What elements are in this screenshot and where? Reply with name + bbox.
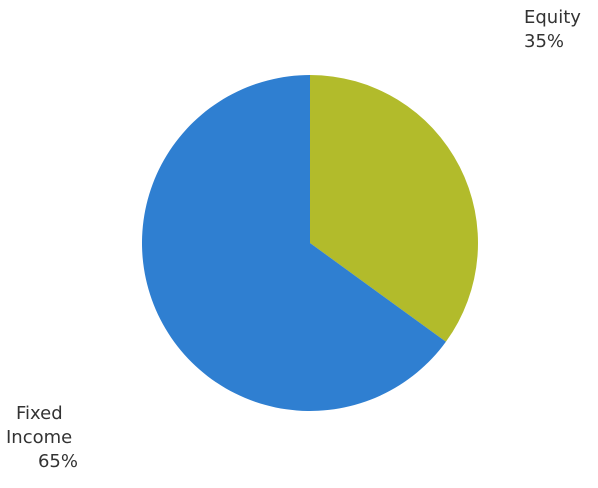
equity-label-name: Equity (524, 7, 581, 28)
fixed-income-label-line-2: Income (6, 427, 73, 448)
pie-slices (141, 74, 478, 411)
fixed-income-label-percent: 65% (37, 451, 78, 472)
fixed-income-label: Fixed Income 65% (6, 402, 98, 474)
equity-label-percent: 35% (524, 31, 565, 52)
pie-slice-equity (310, 75, 478, 342)
pie-slice-fixed-income (141, 74, 446, 411)
fixed-income-label-line-1: Fixed (16, 403, 63, 424)
equity-label: Equity 35% (524, 6, 581, 54)
